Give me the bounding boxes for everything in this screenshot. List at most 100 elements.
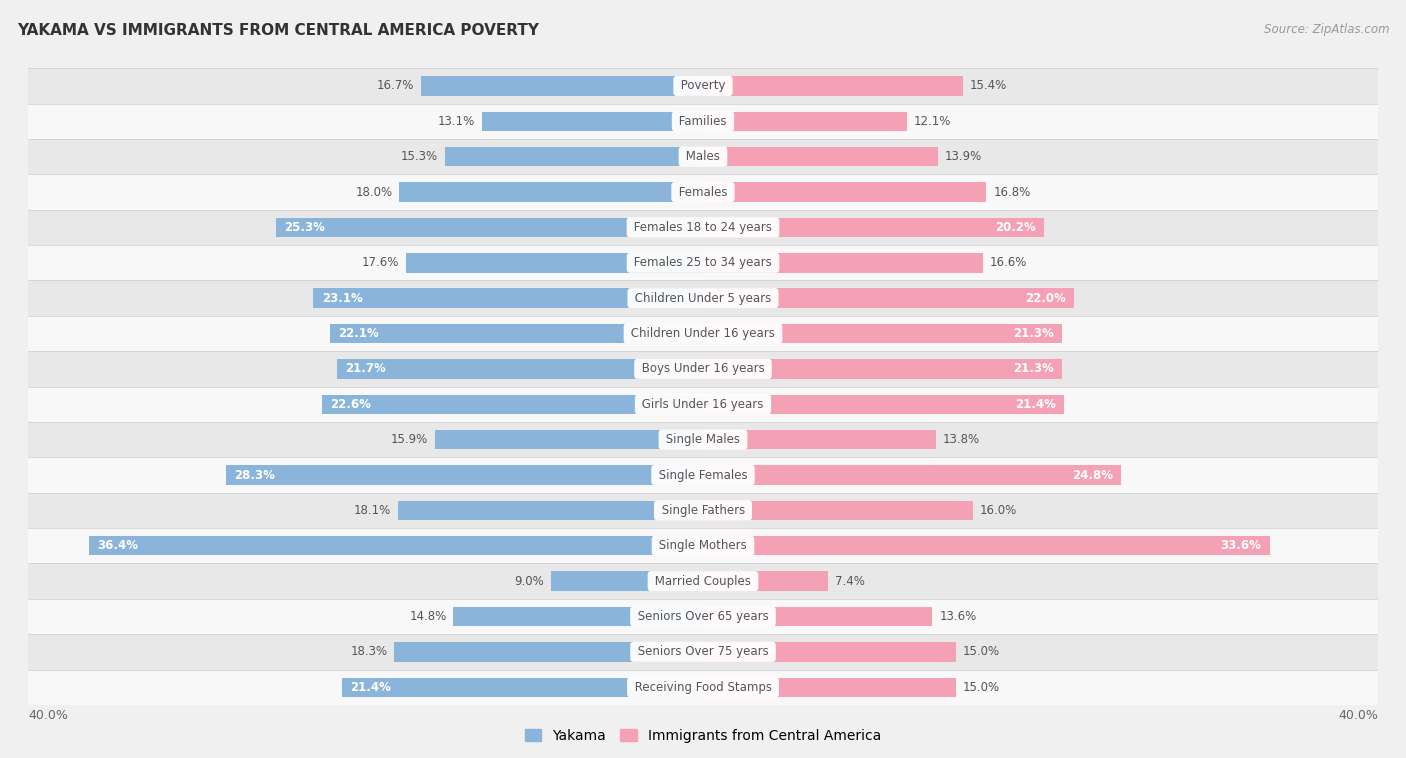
Text: Females 18 to 24 years: Females 18 to 24 years [630, 221, 776, 234]
Bar [703, 430, 936, 449]
Bar [703, 678, 956, 697]
Text: 14.8%: 14.8% [409, 610, 447, 623]
Text: 20.2%: 20.2% [994, 221, 1035, 234]
Bar [444, 147, 703, 167]
Bar [703, 218, 1043, 237]
Text: Girls Under 16 years: Girls Under 16 years [638, 398, 768, 411]
Text: 25.3%: 25.3% [284, 221, 325, 234]
Bar [28, 280, 1378, 316]
Text: 21.4%: 21.4% [1015, 398, 1056, 411]
Bar [337, 359, 703, 379]
Bar [398, 501, 703, 520]
Bar [394, 642, 703, 662]
Text: 7.4%: 7.4% [835, 575, 865, 587]
Bar [399, 183, 703, 202]
Bar [703, 465, 1122, 485]
Text: 21.3%: 21.3% [1014, 362, 1054, 375]
Bar [28, 104, 1378, 139]
Bar [703, 324, 1063, 343]
Text: 23.1%: 23.1% [322, 292, 363, 305]
Text: 13.8%: 13.8% [942, 433, 980, 446]
Text: Children Under 5 years: Children Under 5 years [631, 292, 775, 305]
Bar [28, 351, 1378, 387]
Text: 16.8%: 16.8% [993, 186, 1031, 199]
Text: 40.0%: 40.0% [28, 709, 67, 722]
Text: 12.1%: 12.1% [914, 114, 952, 128]
Text: 18.0%: 18.0% [356, 186, 392, 199]
Text: Single Fathers: Single Fathers [658, 504, 748, 517]
Bar [28, 245, 1378, 280]
Bar [422, 77, 703, 96]
Text: Source: ZipAtlas.com: Source: ZipAtlas.com [1264, 23, 1389, 36]
Text: 16.6%: 16.6% [990, 256, 1028, 269]
Text: 16.0%: 16.0% [980, 504, 1017, 517]
Bar [28, 174, 1378, 210]
Bar [28, 634, 1378, 669]
Text: 16.7%: 16.7% [377, 80, 415, 92]
Text: Single Mothers: Single Mothers [655, 539, 751, 553]
Bar [482, 111, 703, 131]
Text: 28.3%: 28.3% [233, 468, 274, 481]
Bar [276, 218, 703, 237]
Text: 13.1%: 13.1% [439, 114, 475, 128]
Text: 17.6%: 17.6% [361, 256, 399, 269]
Bar [28, 422, 1378, 457]
Text: YAKAMA VS IMMIGRANTS FROM CENTRAL AMERICA POVERTY: YAKAMA VS IMMIGRANTS FROM CENTRAL AMERIC… [17, 23, 538, 38]
Bar [703, 183, 987, 202]
Text: 15.3%: 15.3% [401, 150, 439, 163]
Bar [703, 253, 983, 273]
Text: 22.0%: 22.0% [1025, 292, 1066, 305]
Bar [703, 111, 907, 131]
Bar [453, 607, 703, 626]
Text: 13.9%: 13.9% [945, 150, 981, 163]
Text: 15.0%: 15.0% [963, 645, 1000, 659]
Text: Single Males: Single Males [662, 433, 744, 446]
Bar [703, 501, 973, 520]
Bar [28, 457, 1378, 493]
Bar [314, 288, 703, 308]
Text: Seniors Over 75 years: Seniors Over 75 years [634, 645, 772, 659]
Text: Females: Females [675, 186, 731, 199]
Bar [703, 147, 938, 167]
Text: 21.7%: 21.7% [346, 362, 387, 375]
Bar [342, 678, 703, 697]
Bar [28, 68, 1378, 104]
Bar [28, 528, 1378, 563]
Bar [28, 563, 1378, 599]
Bar [28, 493, 1378, 528]
Text: 18.3%: 18.3% [350, 645, 388, 659]
Bar [89, 536, 703, 556]
Text: 21.3%: 21.3% [1014, 327, 1054, 340]
Bar [434, 430, 703, 449]
Text: 22.1%: 22.1% [339, 327, 380, 340]
Text: Children Under 16 years: Children Under 16 years [627, 327, 779, 340]
Text: 36.4%: 36.4% [97, 539, 138, 553]
Text: 15.0%: 15.0% [963, 681, 1000, 694]
Bar [225, 465, 703, 485]
Bar [28, 316, 1378, 351]
Bar [28, 387, 1378, 422]
Text: 15.9%: 15.9% [391, 433, 427, 446]
Bar [703, 77, 963, 96]
Text: 24.8%: 24.8% [1071, 468, 1114, 481]
Text: 9.0%: 9.0% [515, 575, 544, 587]
Bar [406, 253, 703, 273]
Text: Poverty: Poverty [676, 80, 730, 92]
Text: 13.6%: 13.6% [939, 610, 976, 623]
Text: Males: Males [682, 150, 724, 163]
Text: Females 25 to 34 years: Females 25 to 34 years [630, 256, 776, 269]
Text: 22.6%: 22.6% [330, 398, 371, 411]
Text: 40.0%: 40.0% [1339, 709, 1378, 722]
Bar [703, 359, 1063, 379]
Bar [28, 139, 1378, 174]
Legend: Yakama, Immigrants from Central America: Yakama, Immigrants from Central America [524, 728, 882, 743]
Text: Single Females: Single Females [655, 468, 751, 481]
Bar [28, 210, 1378, 245]
Text: Families: Families [675, 114, 731, 128]
Bar [551, 572, 703, 591]
Bar [703, 572, 828, 591]
Bar [703, 642, 956, 662]
Bar [322, 394, 703, 414]
Text: Receiving Food Stamps: Receiving Food Stamps [631, 681, 775, 694]
Bar [28, 599, 1378, 634]
